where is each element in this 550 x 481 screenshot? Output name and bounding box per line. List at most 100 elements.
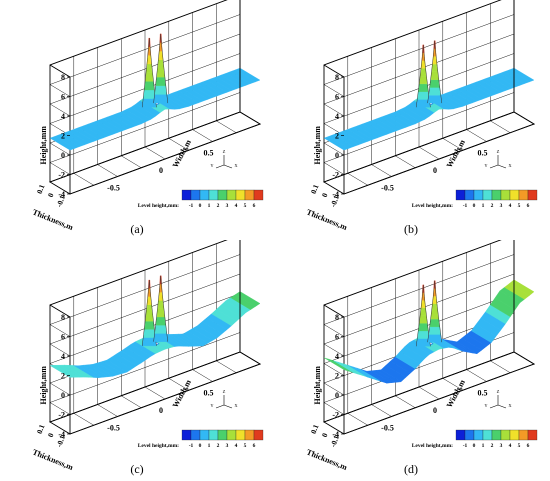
peak-band [419, 315, 428, 324]
y-tick-label: 0.1 [35, 423, 47, 435]
legend: Level height,mm: -1 0 1 2 3 4 5 6 [412, 429, 538, 449]
z-tick-label: 2 [335, 372, 339, 381]
y-tick-label: 0.1 [309, 183, 321, 195]
z-tick-label: 8 [61, 73, 65, 82]
floor-gridline [192, 369, 213, 382]
z-gridline [49, 53, 241, 136]
surface [49, 275, 261, 378]
legend-level-label: 4 [509, 203, 512, 209]
floor-gridline [73, 173, 94, 186]
y-tick-label: 0 [320, 192, 330, 199]
floor-gridline [347, 173, 368, 186]
peak-band [418, 323, 429, 332]
x-tick-label: -0.5 [107, 184, 120, 193]
peak-band [143, 329, 156, 338]
legend-level-label: 2 [217, 443, 220, 449]
z-tick-label: 2 [61, 132, 65, 141]
y-tick-label: 0 [46, 192, 56, 199]
legend-level-label: 2 [217, 203, 220, 209]
legend-swatch [464, 429, 475, 441]
peak-band [154, 85, 167, 95]
z-tick-label: 0 [335, 391, 339, 400]
legend-level-label: 3 [226, 203, 229, 209]
panel-label: (a) [130, 222, 144, 236]
glyph-y-line [489, 404, 499, 409]
legend-swatch [235, 189, 246, 201]
z-tick-label: -2 [332, 171, 339, 180]
z-gridline [49, 332, 241, 415]
z-gridline [323, 254, 515, 337]
panel-label: (c) [130, 462, 144, 476]
legend-level-label: -1 [463, 443, 468, 449]
peak-band [146, 304, 153, 314]
floor-gridline [347, 413, 368, 426]
axis-glyph: Y Z X [484, 149, 512, 169]
x-tick-label: -0.5 [107, 424, 120, 433]
peak-band [418, 83, 429, 92]
legend-swatch [199, 189, 210, 201]
peak-band [155, 77, 166, 86]
panel-label: (d) [404, 462, 418, 476]
x-axis-label: Width,m [171, 138, 193, 169]
floor-gridline [192, 129, 213, 142]
legend-swatch [455, 189, 466, 201]
legend-title: Level height,mm: [138, 203, 179, 209]
legend-swatch [518, 189, 529, 201]
z-gridline [323, 332, 515, 415]
peak-band [428, 326, 441, 335]
legend-swatch [455, 429, 466, 441]
peak-band [157, 300, 164, 309]
legend-level-label: 5 [518, 443, 521, 449]
legend-swatch [464, 189, 475, 201]
legend-swatch [208, 429, 219, 441]
panel-label: (b) [404, 222, 418, 236]
z-tick-label: -2 [332, 411, 339, 420]
peak-band [428, 87, 441, 96]
peak-outline [141, 279, 157, 346]
legend-swatch [181, 189, 192, 201]
z-tick-label: 8 [335, 73, 339, 82]
floor-gridline [490, 120, 511, 133]
legend-swatch [190, 429, 201, 441]
floor-gridline [121, 395, 142, 408]
peak-band [430, 311, 439, 320]
legend-title: Level height,mm: [138, 443, 179, 449]
legend-swatch [253, 189, 264, 201]
z-gridline [323, 53, 515, 136]
peak-band [153, 94, 168, 104]
legend-level-label: 0 [473, 443, 476, 449]
z-gridline [323, 312, 515, 396]
panel-d: -4 -2 0 2 4 6 8 Height,mm -0.5 0 0.5 Width,m 0.1 0 -0.… [276, 240, 546, 480]
legend-swatch [199, 429, 210, 441]
peak [427, 40, 443, 104]
z-tick-label: 4 [335, 352, 339, 361]
peak-band [419, 75, 428, 85]
z-gridline [323, 33, 515, 117]
glyph-z-label: Z [497, 389, 500, 394]
z-tick-label: 2 [335, 132, 339, 141]
y-tick-label: 0 [320, 432, 330, 439]
z-tick-label: 6 [335, 333, 339, 342]
legend-level-label: -1 [189, 203, 194, 209]
surface-plot-d: -4-202468Height,mm-0.500.5Width,m0.10-0.… [305, 240, 538, 472]
glyph-x-label: X [234, 403, 238, 408]
y-tick-label: 0 [46, 432, 56, 439]
floor-gridline [466, 129, 487, 142]
peak-outline [141, 38, 157, 108]
z-gridline [49, 14, 241, 97]
floor-gridline [371, 164, 392, 177]
surface [323, 40, 535, 151]
glyph-y-label: Y [484, 403, 488, 408]
legend-level-label: 1 [482, 203, 485, 209]
y-axis-label: Thickness,m [305, 208, 348, 233]
peak-band [157, 59, 164, 69]
legend-level-label: 3 [500, 203, 503, 209]
z-tick-label: 4 [335, 112, 339, 121]
peak-band [417, 91, 430, 100]
z-tick-label: 4 [61, 352, 65, 361]
peak-band [429, 318, 440, 327]
legend-level-label: 4 [235, 443, 238, 449]
floor-gridline [466, 369, 487, 382]
peak [415, 44, 431, 108]
